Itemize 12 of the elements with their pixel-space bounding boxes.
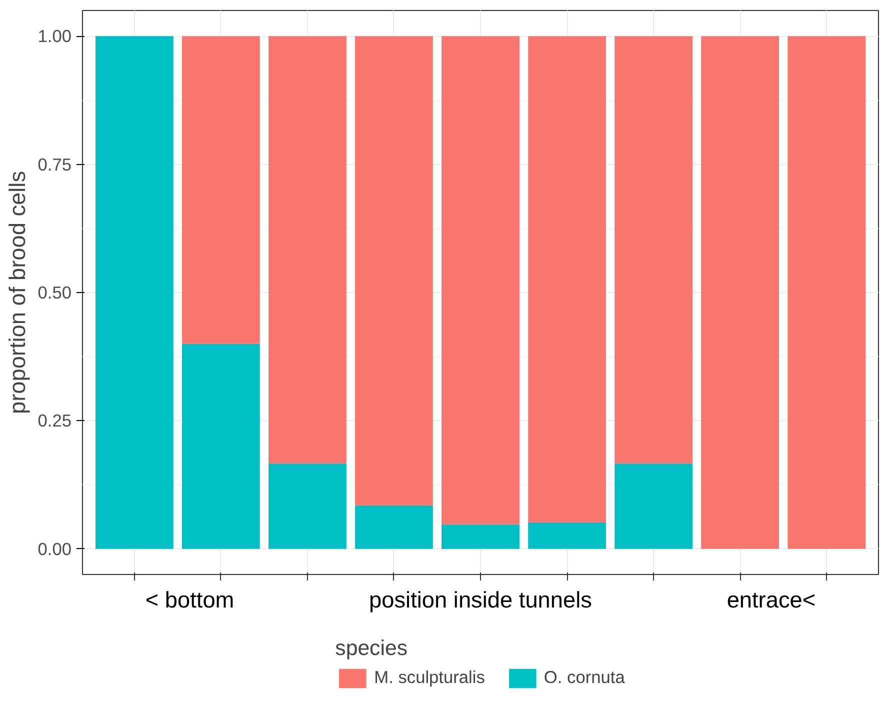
y-tick-label: 1.00 [38,26,72,46]
text: < bottom [145,586,234,612]
text: position inside tunnels [369,586,592,612]
y-tick-label: 0.25 [38,410,72,431]
y-axis-title: proportion of brood cells [4,170,30,414]
y-tick-label: 0.00 [38,538,72,559]
y-tick-label: 0.50 [38,282,72,302]
legend-label: O. cornuta [544,667,625,688]
text: entrace< [726,586,816,612]
y-tick-label: 0.75 [38,154,72,174]
legend-label: M. sculpturalis [374,667,485,688]
legend-title: species [335,636,408,660]
